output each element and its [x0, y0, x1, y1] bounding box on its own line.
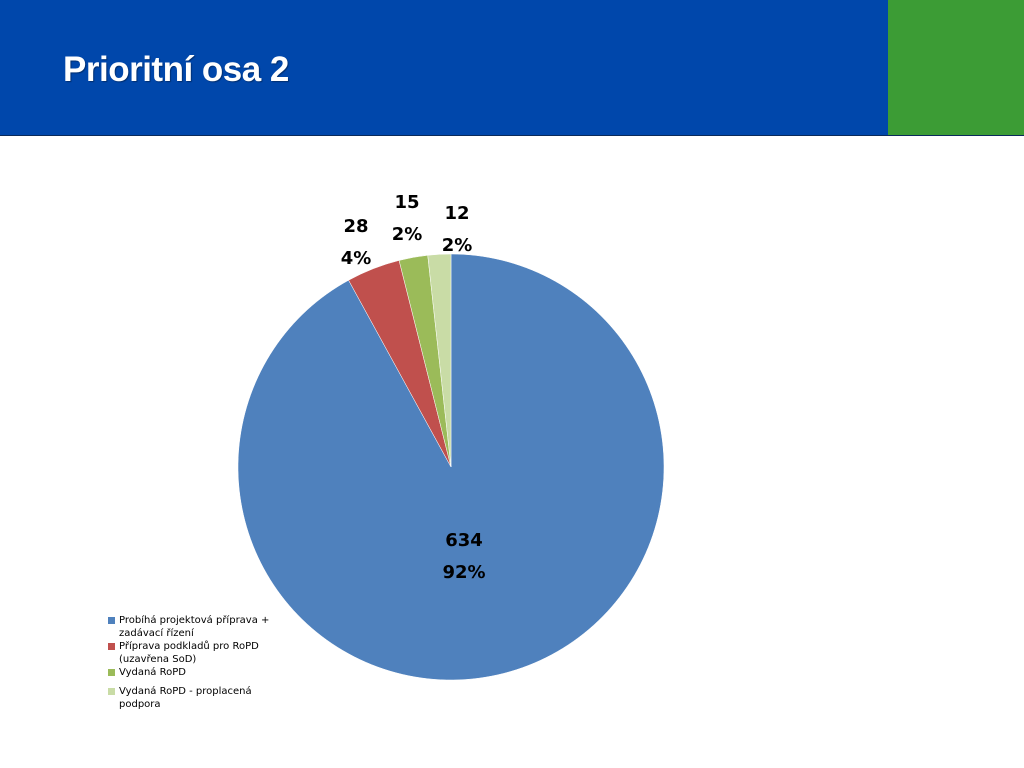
data-label-percent-1: 4%	[341, 248, 372, 269]
data-label-value-1: 28	[343, 216, 368, 237]
legend-label-2: Vydaná RoPD	[119, 667, 186, 678]
pie-slice-0	[237, 253, 665, 681]
page-title: Prioritní osa 2	[63, 50, 289, 89]
header-accent-block	[888, 0, 1024, 136]
legend-swatch-0	[108, 617, 115, 624]
legend-label-1: Příprava podkladů pro RoPD (uzavřena SoD…	[119, 641, 259, 665]
legend-item-0: Probíhá projektová příprava + zadávací ř…	[108, 614, 288, 640]
data-label-percent-3: 2%	[442, 235, 473, 256]
legend-label-3: Vydaná RoPD - proplacená podpora	[119, 686, 252, 710]
legend-swatch-3	[108, 688, 115, 695]
legend-swatch-2	[108, 669, 115, 676]
data-labels: 634 92% 28 4% 15 2% 12 2%	[341, 192, 486, 583]
legend-swatch-1	[108, 643, 115, 650]
chart-legend: Probíhá projektová příprava + zadávací ř…	[108, 614, 288, 711]
data-label-percent-0: 92%	[442, 562, 485, 583]
data-label-value-0: 634	[445, 530, 483, 551]
legend-item-1: Příprava podkladů pro RoPD (uzavřena SoD…	[108, 640, 288, 666]
data-label-value-3: 12	[444, 203, 469, 224]
legend-item-2: Vydaná RoPD	[108, 666, 288, 679]
header-band	[0, 0, 888, 136]
pie-slices	[237, 253, 665, 681]
data-label-percent-2: 2%	[392, 224, 423, 245]
legend-item-3: Vydaná RoPD - proplacená podpora	[108, 685, 288, 711]
legend-label-0: Probíhá projektová příprava + zadávací ř…	[119, 615, 270, 639]
pie-slice-3	[427, 253, 452, 468]
data-label-value-2: 15	[394, 192, 419, 213]
